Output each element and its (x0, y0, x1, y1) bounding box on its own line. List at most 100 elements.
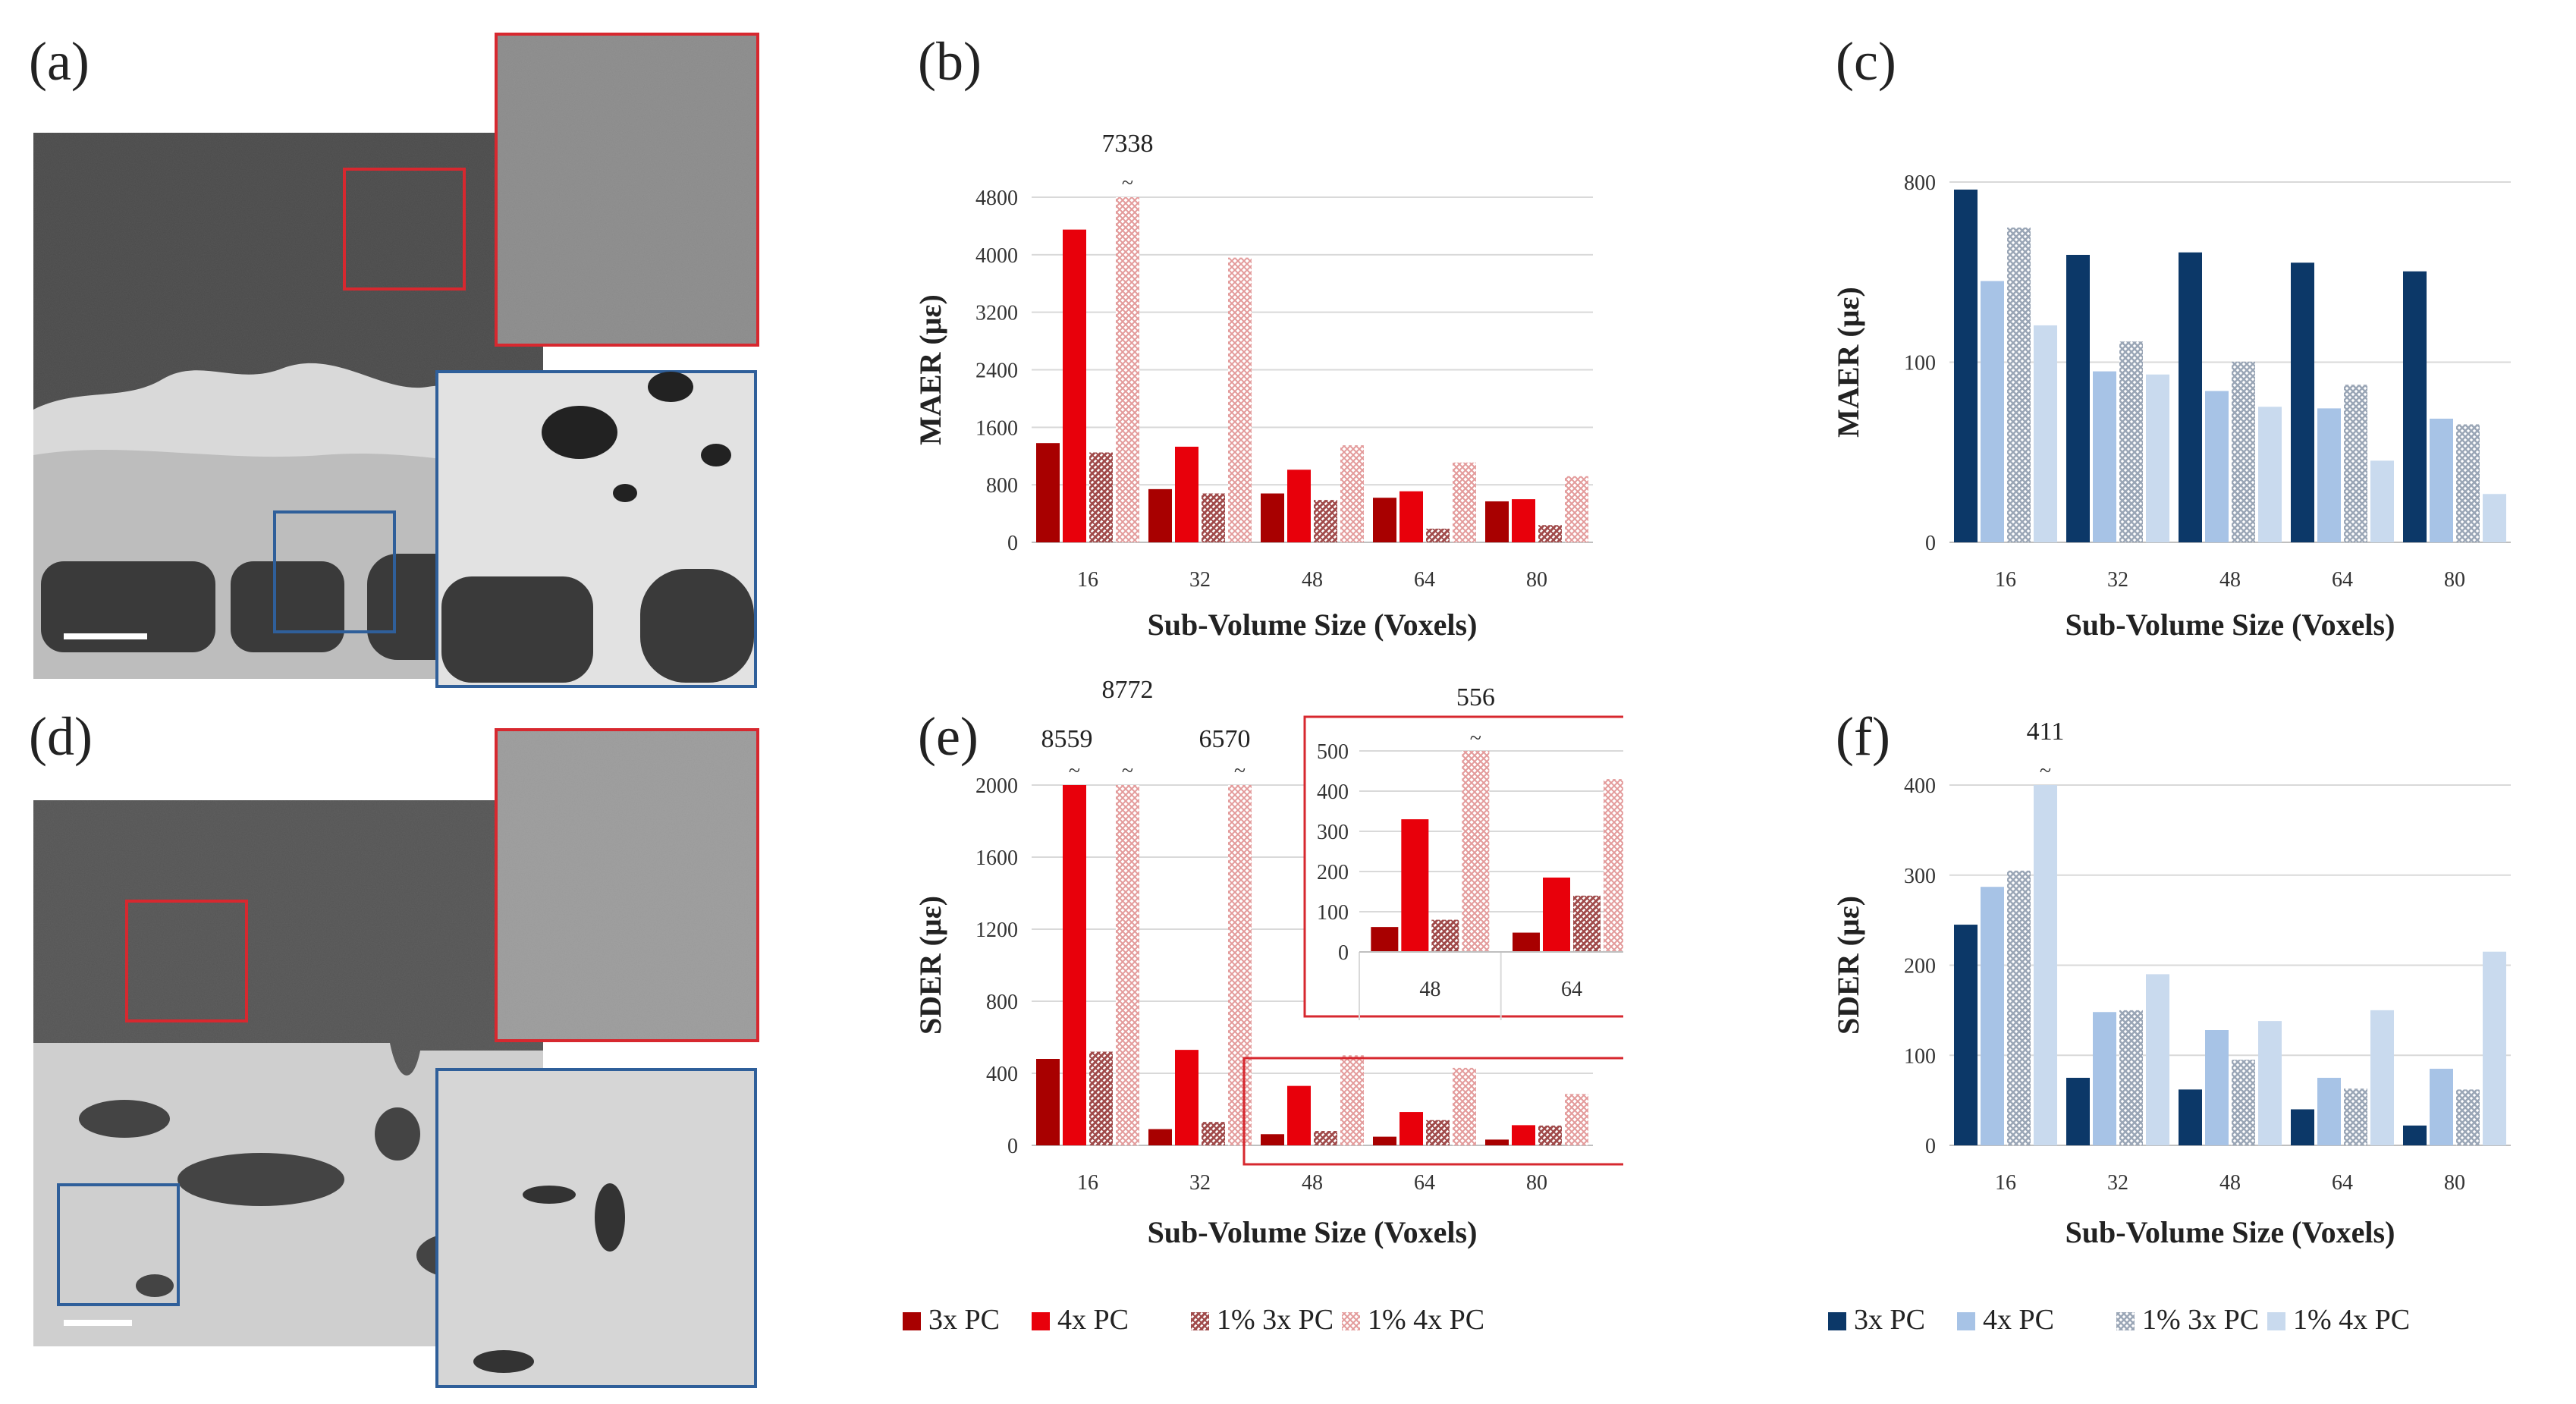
bar-4x-pc-48 (1287, 470, 1311, 542)
panel-label-b: (b) (918, 31, 982, 92)
panel-label-e: (e) (918, 706, 979, 767)
y-tick-label: 1600 (975, 416, 1018, 440)
inset-y-tick-label: 500 (1317, 740, 1349, 764)
bar-1-3x-pc-16 (2007, 870, 2031, 1145)
bar-1-4x-pc-64 (1453, 1067, 1476, 1145)
bar-1-3x-pc-64 (2344, 1088, 2367, 1145)
panel-label-c: (c) (1836, 31, 1896, 92)
bar-1-3x-pc-64 (2344, 385, 2367, 542)
y-tick-label: 0 (1925, 532, 1936, 555)
bar-1-3x-pc-32 (1202, 1122, 1225, 1145)
x-tick-label: 16 (1077, 568, 1098, 592)
bar-1-3x-pc-80 (1538, 525, 1562, 542)
inset-bar-4x-pc-48 (1401, 819, 1429, 952)
zoom-blue-d-pore-3 (473, 1350, 534, 1373)
x-axis-title: Sub-Volume Size (Voxels) (2066, 608, 2395, 642)
y-tick-label: 0 (1007, 532, 1018, 555)
inset-bar-1-4x-pc-64 (1604, 779, 1623, 952)
panel-label-d: (d) (29, 706, 93, 767)
chart-c: 0 100 800 16 32 48 64 80 Sub-Volume Size (Voxels… (1831, 171, 2511, 642)
legend-swatch-2 (2116, 1312, 2135, 1330)
bar-3x-pc-64 (2291, 1109, 2314, 1145)
x-axis-title: Sub-Volume Size (Voxels) (1148, 608, 1478, 642)
bar-1-4x-pc-80 (2483, 494, 2506, 542)
bar-1-3x-pc-48 (1314, 500, 1337, 542)
bar-3x-pc-32 (1148, 488, 1172, 542)
inset-x-tick-label: 48 (1419, 978, 1440, 1001)
break-mark: ~ (1234, 759, 1246, 783)
scale-bar-d (64, 1320, 132, 1326)
zoom-red-a-noise (498, 36, 756, 344)
inset-y-tick-label: 100 (1317, 901, 1349, 925)
x-axis-title: Sub-Volume Size (Voxels) (1148, 1215, 1478, 1249)
bar-4x-pc-16 (1063, 785, 1086, 1145)
bar-4x-pc-80 (1512, 1125, 1535, 1145)
legend-label-1: 4x PC (1057, 1304, 1129, 1336)
x-tick-label: 16 (1995, 568, 2016, 592)
bar-3x-pc-64 (2291, 262, 2314, 542)
panel-label-a: (a) (29, 31, 90, 92)
micrograph-d-pore-1 (79, 1100, 170, 1138)
y-tick-label: 400 (986, 1063, 1018, 1086)
x-tick-label: 16 (1077, 1171, 1098, 1195)
bar-1-3x-pc-32 (2119, 341, 2143, 542)
bar-4x-pc-64 (1400, 491, 1423, 542)
x-tick-label: 32 (1189, 568, 1211, 592)
inset-bar-1-3x-pc-48 (1431, 919, 1459, 952)
break-mark: ~ (1122, 171, 1133, 195)
y-tick-label: 300 (1904, 865, 1936, 888)
zoom-blue-a-pore-4 (613, 484, 637, 502)
x-tick-label: 48 (2219, 568, 2241, 592)
legend-label-0: 3x PC (928, 1304, 1000, 1336)
zoom-blue-a-pore-2 (648, 372, 693, 402)
bar-1-3x-pc-48 (2232, 1060, 2255, 1145)
y-tick-label: 100 (1904, 352, 1936, 375)
bar-4x-pc-80 (1512, 499, 1535, 542)
bar-1-4x-pc-48 (1340, 445, 1364, 542)
bar-1-4x-pc-64 (2370, 1010, 2394, 1145)
y-tick-label: 4000 (975, 244, 1018, 268)
legend-swatch-1 (1957, 1312, 1975, 1330)
bar-1-4x-pc-16 (2034, 785, 2057, 1145)
bar-1-4x-pc-48 (2258, 1021, 2282, 1145)
x-tick-label: 80 (2444, 568, 2465, 592)
x-tick-label: 16 (1995, 1171, 2016, 1195)
bar-1-4x-pc-80 (1565, 1094, 1588, 1145)
bar-3x-pc-80 (1485, 1139, 1509, 1145)
y-axis-title: SDER (με) (913, 896, 947, 1035)
bar-1-3x-pc-80 (2456, 1089, 2480, 1145)
bar-1-3x-pc-16 (1089, 452, 1113, 542)
bar-1-4x-pc-48 (1340, 1055, 1364, 1145)
legend-label-2: 1% 3x PC (2142, 1304, 2259, 1336)
bar-4x-pc-32 (1175, 446, 1198, 542)
y-tick-label: 0 (1925, 1135, 1936, 1158)
x-tick-label: 32 (2107, 1171, 2128, 1195)
inset-source-box (1242, 1057, 1623, 1166)
bar-1-4x-pc-64 (2370, 460, 2394, 542)
bar-3x-pc-80 (2403, 271, 2427, 542)
bar-3x-pc-48 (2179, 1089, 2202, 1145)
bar-1-4x-pc-16 (2034, 325, 2057, 542)
inset-x-tick-label: 64 (1561, 978, 1582, 1001)
break-mark: ~ (1069, 759, 1080, 783)
micrograph-a-pore-2 (231, 561, 344, 652)
bar-3x-pc-16 (1954, 189, 1978, 542)
roi-blue-a (273, 510, 396, 633)
bar-3x-pc-48 (1261, 1134, 1284, 1145)
y-tick-label: 100 (1904, 1044, 1936, 1068)
zoom-blue-d-pore-1 (523, 1186, 576, 1204)
value-annotation-6570: 6570 (1199, 725, 1251, 753)
bar-4x-pc-64 (2317, 1077, 2341, 1145)
roi-blue-d (57, 1183, 180, 1306)
x-tick-label: 80 (2444, 1171, 2465, 1195)
zoom-blue-a-pore-1 (542, 406, 617, 459)
bar-4x-pc-32 (1175, 1050, 1198, 1145)
y-tick-label: 800 (986, 474, 1018, 498)
x-tick-label: 64 (2332, 1171, 2353, 1195)
y-tick-label: 4800 (975, 187, 1018, 210)
micrograph-a-pore-1 (41, 561, 215, 652)
bar-3x-pc-32 (1148, 1129, 1172, 1145)
bar-4x-pc-64 (1400, 1112, 1423, 1145)
bar-4x-pc-48 (2205, 391, 2229, 542)
